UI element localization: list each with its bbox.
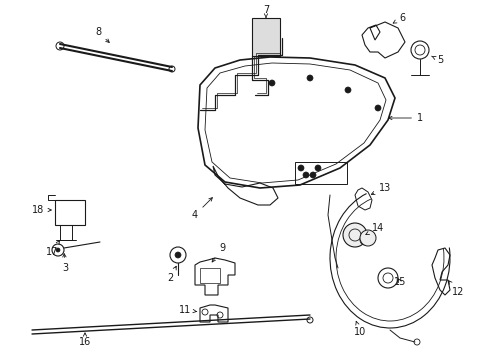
Circle shape [342,223,366,247]
Text: 18: 18 [32,205,51,215]
Text: 3: 3 [62,254,68,273]
Text: 14: 14 [365,223,384,235]
Text: 13: 13 [370,183,390,194]
Text: 16: 16 [79,333,91,347]
Text: 8: 8 [95,27,109,42]
Bar [200,268,220,283]
Text: 17: 17 [46,241,60,257]
Text: 10: 10 [353,321,366,337]
Circle shape [297,165,304,171]
Text: 11: 11 [179,305,196,315]
Text: 7: 7 [263,5,268,18]
Text: 6: 6 [392,13,404,23]
Text: 12: 12 [447,281,463,297]
Text: 5: 5 [431,55,442,65]
Circle shape [303,172,308,178]
Text: 9: 9 [212,243,224,262]
Text: 15: 15 [393,277,406,287]
Text: 2: 2 [166,266,176,283]
Circle shape [268,80,274,86]
Text: 4: 4 [192,198,212,220]
Circle shape [306,75,312,81]
Bar [55,200,85,225]
Circle shape [359,230,375,246]
Circle shape [56,248,60,252]
Circle shape [345,87,350,93]
Circle shape [314,165,320,171]
Text: 1: 1 [388,113,422,123]
Bar [251,18,280,56]
Circle shape [175,252,181,258]
Circle shape [374,105,380,111]
Circle shape [309,172,315,178]
Bar [294,162,346,184]
